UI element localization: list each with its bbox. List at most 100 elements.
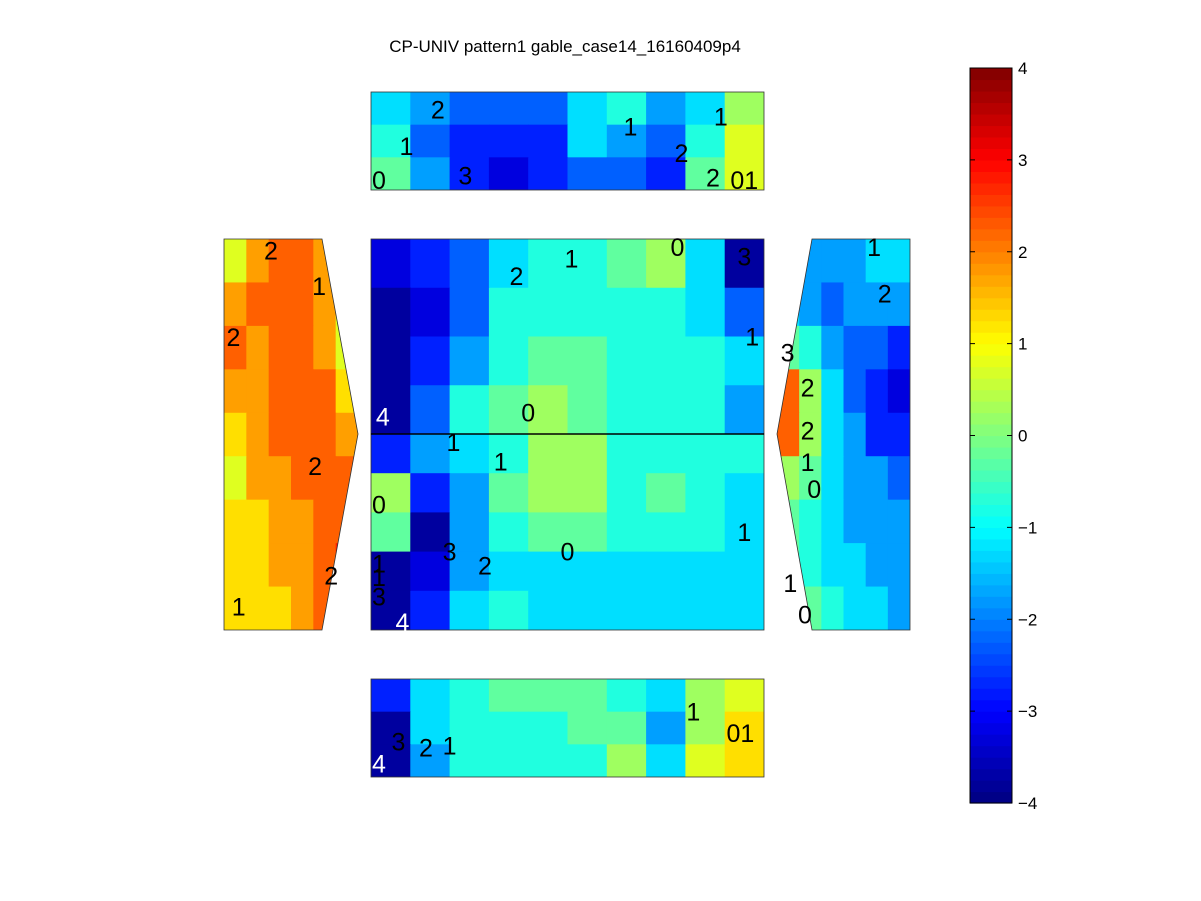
colorbar-swatch xyxy=(970,745,1012,758)
contour-cell xyxy=(865,543,889,588)
contour-cell xyxy=(488,336,529,386)
contour-label: 2 xyxy=(801,418,815,446)
contour-label: 1 xyxy=(372,550,386,578)
contour-cell xyxy=(335,412,358,457)
contour-cell xyxy=(887,282,910,327)
contour-cell xyxy=(268,543,292,588)
contour-cell xyxy=(268,369,292,414)
contour-cell xyxy=(843,325,867,370)
right-gable-outline xyxy=(776,238,911,631)
colorbar-swatch xyxy=(970,734,1012,747)
contour-cell xyxy=(606,711,647,745)
contour-cell xyxy=(821,412,845,457)
contour-cell xyxy=(887,325,910,370)
contour-cell xyxy=(224,369,247,414)
contour-cell xyxy=(567,157,608,190)
contour-label: 1 xyxy=(686,698,700,726)
roof-lower-cells xyxy=(371,434,764,630)
contour-cell xyxy=(224,499,247,544)
contour-cell xyxy=(777,412,800,457)
contour-cell xyxy=(821,499,845,544)
contour-label: 0 xyxy=(798,601,812,629)
contour-cell xyxy=(371,434,411,474)
contour-label: 1 xyxy=(867,234,881,262)
colorbar-swatch xyxy=(970,538,1012,551)
contour-cell xyxy=(410,512,451,553)
contour-cell xyxy=(488,434,529,474)
contour-cell xyxy=(488,590,529,630)
contour-cell xyxy=(821,543,845,588)
colorbar-swatch xyxy=(970,561,1012,574)
contour-cell xyxy=(865,586,889,630)
colorbar-swatch xyxy=(970,68,1012,81)
contour-cell xyxy=(371,336,411,386)
contour-cell xyxy=(449,336,490,386)
contour-label: 3 xyxy=(781,339,795,367)
colorbar-swatch xyxy=(970,412,1012,425)
contour-cell xyxy=(821,282,845,327)
contour-cell xyxy=(724,590,764,630)
contour-cell xyxy=(887,586,910,630)
contour-cell xyxy=(606,512,647,553)
contour-cell xyxy=(410,744,451,777)
contour-cell xyxy=(567,590,608,630)
contour-cell xyxy=(410,385,451,434)
contour-cell xyxy=(724,512,764,553)
contour-cell xyxy=(528,157,569,190)
colorbar-swatch xyxy=(970,355,1012,368)
contour-cell xyxy=(371,287,411,338)
contour-cell xyxy=(887,456,910,501)
contour-cell xyxy=(843,543,867,588)
contour-cell xyxy=(528,385,569,434)
contour-label: 2 xyxy=(308,453,322,481)
contour-cell xyxy=(646,473,686,513)
colorbar-swatch xyxy=(970,332,1012,345)
contour-cell xyxy=(646,92,686,126)
colorbar-tick-label: −1 xyxy=(1018,518,1037,537)
colorbar-swatch xyxy=(970,297,1012,310)
contour-label: 4 xyxy=(395,609,409,637)
colorbar-swatch xyxy=(970,205,1012,218)
contour-cell xyxy=(449,287,490,338)
contour-cell xyxy=(724,92,764,126)
contour-cell xyxy=(371,711,411,745)
contour-label: 1 xyxy=(714,104,728,132)
colorbar-swatch xyxy=(970,136,1012,149)
colorbar-swatch xyxy=(970,550,1012,563)
contour-cell xyxy=(224,586,247,630)
top-wall-cells xyxy=(371,92,764,190)
contour-cell xyxy=(685,679,726,713)
contour-cell xyxy=(371,590,411,630)
colorbar-tick-label: −2 xyxy=(1018,610,1037,629)
contour-cell xyxy=(488,551,529,592)
contour-cell xyxy=(449,239,490,289)
contour-cell xyxy=(606,92,647,126)
contour-cell xyxy=(488,157,529,190)
contour-cell xyxy=(410,336,451,386)
contour-cell xyxy=(291,586,314,630)
contour-cell xyxy=(410,473,451,513)
contour-cell xyxy=(410,157,451,190)
contour-cell xyxy=(821,325,845,370)
contour-cell xyxy=(313,282,337,327)
contour-label: 2 xyxy=(801,375,815,403)
contour-cell xyxy=(685,336,726,386)
colorbar-swatch xyxy=(970,619,1012,632)
contour-cell xyxy=(843,412,867,457)
contour-cell xyxy=(313,456,337,501)
contour-cell xyxy=(646,744,686,777)
contour-label: 3 xyxy=(458,162,472,190)
colorbar-swatch xyxy=(970,596,1012,609)
contour-label: 1 xyxy=(783,570,797,598)
colorbar-swatch xyxy=(970,274,1012,287)
contour-cell xyxy=(488,124,529,158)
colorbar-swatch xyxy=(970,722,1012,735)
contour-cell xyxy=(606,744,647,777)
contour-cell xyxy=(685,239,726,289)
contour-cell xyxy=(567,512,608,553)
contour-cell xyxy=(246,282,270,327)
colorbar-swatch xyxy=(970,148,1012,161)
contour-cell xyxy=(313,412,337,457)
contour-cell xyxy=(291,543,314,588)
colorbar-swatch xyxy=(970,286,1012,299)
